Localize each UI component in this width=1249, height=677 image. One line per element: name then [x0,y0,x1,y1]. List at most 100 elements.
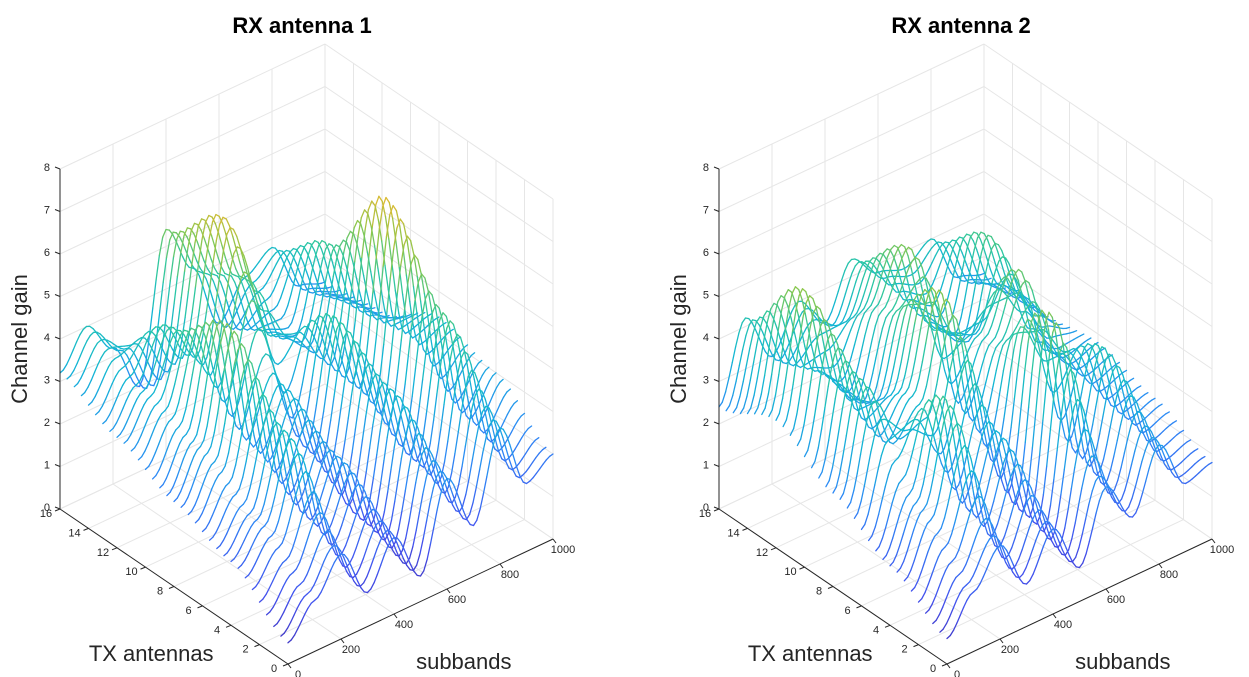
surface-mesh-segment [101,398,107,407]
surface-mesh-segment [160,410,166,415]
surface-mesh-segment [301,422,306,432]
surface-mesh-segment [281,250,287,257]
surface-mesh-segment [208,287,214,301]
surface-mesh-segment [382,521,388,528]
surface-mesh-segment [233,553,239,560]
surface-mesh-segment [1016,302,1022,314]
surface-mesh-segment [154,418,159,428]
surface-mesh-segment [437,354,443,375]
surface-mesh-segment [1022,486,1028,502]
surface-mesh-segment [839,388,844,393]
surface-mesh-segment [742,334,747,351]
surface-mesh-segment [1003,394,1008,420]
surface-mesh-segment [379,460,385,485]
surface-mesh-segment [881,526,887,540]
surface-mesh-segment [969,474,975,496]
surface-mesh-segment [978,277,984,284]
surface-mesh-segment [512,469,517,477]
surface-mesh-segment [363,501,369,515]
surface-mesh-segment [317,452,322,465]
surface-mesh-segment [983,430,989,449]
surface-mesh-segment [189,353,194,358]
surface-mesh-segment [464,425,470,447]
surface-mesh-segment [947,467,953,474]
surface-mesh-segment [788,330,794,356]
surface-mesh-segment [989,385,994,404]
surface-mesh-segment [346,331,351,346]
surface-mesh-segment [376,564,382,576]
z-tick-mark [54,421,61,425]
surface-mesh-segment [949,352,955,370]
surface-mesh-segment [941,248,947,259]
surface-mesh-segment [293,627,299,636]
surface-mesh-segment [253,434,258,450]
surface-mesh-segment [339,337,345,354]
surface-mesh-segment [232,493,237,498]
surface-mesh-segment [329,316,335,339]
surface-mesh-segment [141,450,146,458]
surface-mesh-segment [205,237,210,261]
surface-mesh-segment [190,504,196,512]
surface-mesh-segment [309,260,315,272]
surface-mesh-segment [841,293,847,306]
surface-mesh-segment [805,290,810,303]
surface-mesh-segment [875,422,881,435]
surface-mesh-segment [901,250,906,259]
surface-mesh-segment [366,588,372,594]
surface-mesh-segment [455,396,460,410]
surface-mesh-segment [275,592,281,602]
surface-mesh-segment [945,427,950,450]
surface-mesh-segment [442,471,448,479]
surface-mesh-segment [904,386,910,394]
surface-mesh-segment [98,405,103,413]
surface-mesh-segment [854,380,860,396]
surface-mesh-segment [198,238,203,263]
surface-mesh-segment [911,438,917,455]
surface-mesh-segment [112,422,118,429]
surface-mesh-segment [439,344,445,369]
surface-mesh-segment [433,509,438,528]
surface-mesh-segment [501,458,506,462]
surface-mesh-segment [171,233,177,242]
surface-mesh-segment [762,310,768,318]
surface-mesh-segment [1031,341,1036,374]
surface-mesh-segment [893,377,899,391]
surface-mesh-segment [880,444,886,457]
surface-mesh-segment [296,244,302,251]
surface-mesh-segment [379,343,385,375]
surface-mesh-segment [1020,326,1025,346]
surface-mesh-segment [847,362,853,371]
surface-mesh-segment [268,372,274,378]
grid-line [983,171,1213,327]
surface-mesh-segment [288,547,294,557]
surface-mesh-segment [499,396,505,405]
surface-mesh-segment [1083,339,1089,343]
surface-mesh-segment [290,338,296,347]
surface-mesh-segment [328,249,334,263]
surface-mesh-segment [465,477,470,495]
surface-mesh-segment [842,322,848,329]
surface-mesh-segment [862,284,868,297]
surface-mesh-segment [749,361,755,381]
surface-mesh-segment [342,464,348,477]
surface-mesh-segment [211,480,216,490]
surface-mesh-segment [73,362,78,372]
surface-mesh-segment [974,409,980,421]
surface-mesh-segment [494,448,499,453]
surface-mesh-segment [432,393,438,421]
surface-mesh-segment [531,439,537,445]
surface-mesh-segment [1109,380,1114,385]
surface-mesh-segment [370,373,376,390]
surface-mesh-segment [220,422,226,443]
surface-mesh-segment [866,451,872,470]
surface-mesh-segment [911,249,916,260]
surface-mesh-segment [353,340,359,345]
surface-mesh-segment [433,451,439,469]
surface-mesh-segment [219,216,224,225]
surface-mesh-segment [503,413,509,422]
surface-mesh-segment [101,373,106,383]
surface-mesh-segment [986,304,991,309]
surface-mesh-segment [112,399,117,409]
surface-mesh-segment [144,465,150,471]
surface-mesh-segment [984,234,989,242]
